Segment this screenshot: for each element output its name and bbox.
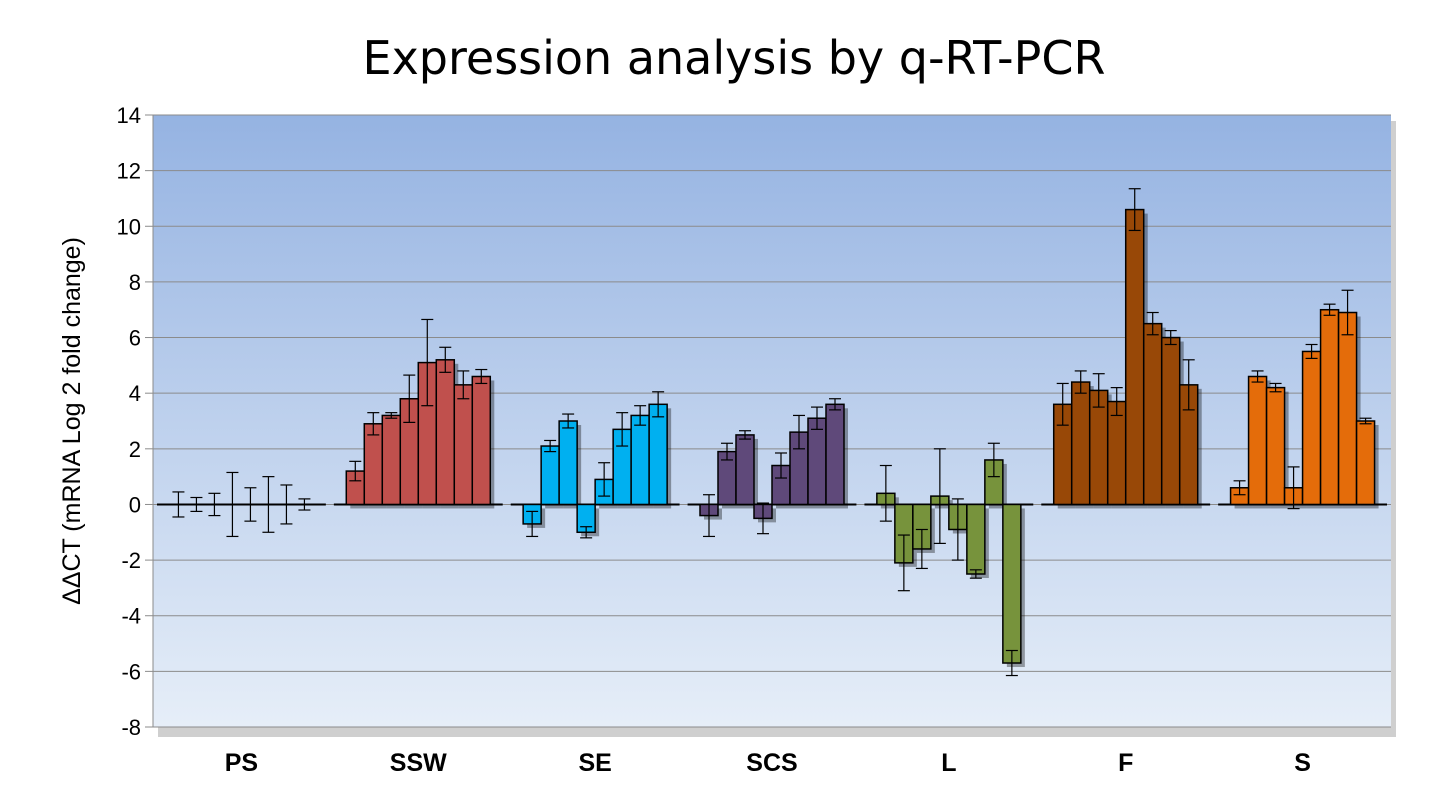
x-group-label: L: [941, 749, 956, 777]
bar: [381, 414, 402, 506]
bar: [648, 403, 668, 506]
x-group-label: PS: [225, 749, 258, 777]
bar: [558, 420, 578, 506]
y-tick-label: 10: [117, 214, 141, 239]
bar: [1142, 322, 1163, 506]
y-tick-label: 6: [129, 326, 141, 351]
bar: [1106, 400, 1127, 506]
chart-title: Expression analysis by q-RT-PCR: [363, 31, 1106, 85]
bar: [453, 384, 474, 506]
y-tick-label: 2: [129, 437, 141, 462]
plot-area: [153, 115, 1391, 727]
bar: [1301, 350, 1322, 506]
x-group-label: SE: [578, 749, 611, 777]
bar: [1319, 308, 1340, 506]
y-tick-label: 14: [117, 103, 141, 128]
bar: [1247, 375, 1268, 506]
bar: [435, 359, 456, 506]
bar: [1160, 336, 1181, 506]
y-tick-label: 0: [129, 492, 141, 517]
bar: [471, 375, 492, 506]
y-tick-label: 8: [129, 270, 141, 295]
x-group-label: SSW: [390, 749, 447, 777]
x-group-label: S: [1294, 749, 1311, 777]
x-group-label: SCS: [746, 749, 797, 777]
bar: [1337, 311, 1358, 506]
error-bars: [172, 188, 1372, 677]
y-tick-label: -8: [121, 715, 141, 740]
bar: [1002, 503, 1022, 664]
y-axis-label: ΔΔCT (mRNA Log 2 fold change): [58, 237, 86, 605]
x-group-label: F: [1118, 749, 1133, 777]
bar: [1265, 386, 1286, 506]
y-tick-label: -6: [121, 659, 141, 684]
y-tick-label: -2: [121, 548, 141, 573]
bar: [540, 445, 560, 506]
bar: [630, 414, 650, 506]
bar: [966, 503, 986, 575]
bar: [825, 403, 845, 506]
bar: [735, 434, 755, 506]
bar: [807, 417, 827, 506]
y-tick-label: 4: [129, 381, 141, 406]
y-tick-label: 12: [117, 159, 141, 184]
bar: [1070, 381, 1091, 506]
y-axis-ticks: 14 12 10 8 6 4 2 0 -2 -4 -6 -8: [117, 103, 141, 740]
bar: [1124, 208, 1145, 506]
bars: [345, 208, 1379, 668]
bar: [1355, 420, 1376, 506]
x-axis-group-labels: PS SSW SE SCS L F S: [225, 749, 1311, 777]
y-tick-label: -4: [121, 604, 141, 629]
bar: [363, 423, 384, 506]
